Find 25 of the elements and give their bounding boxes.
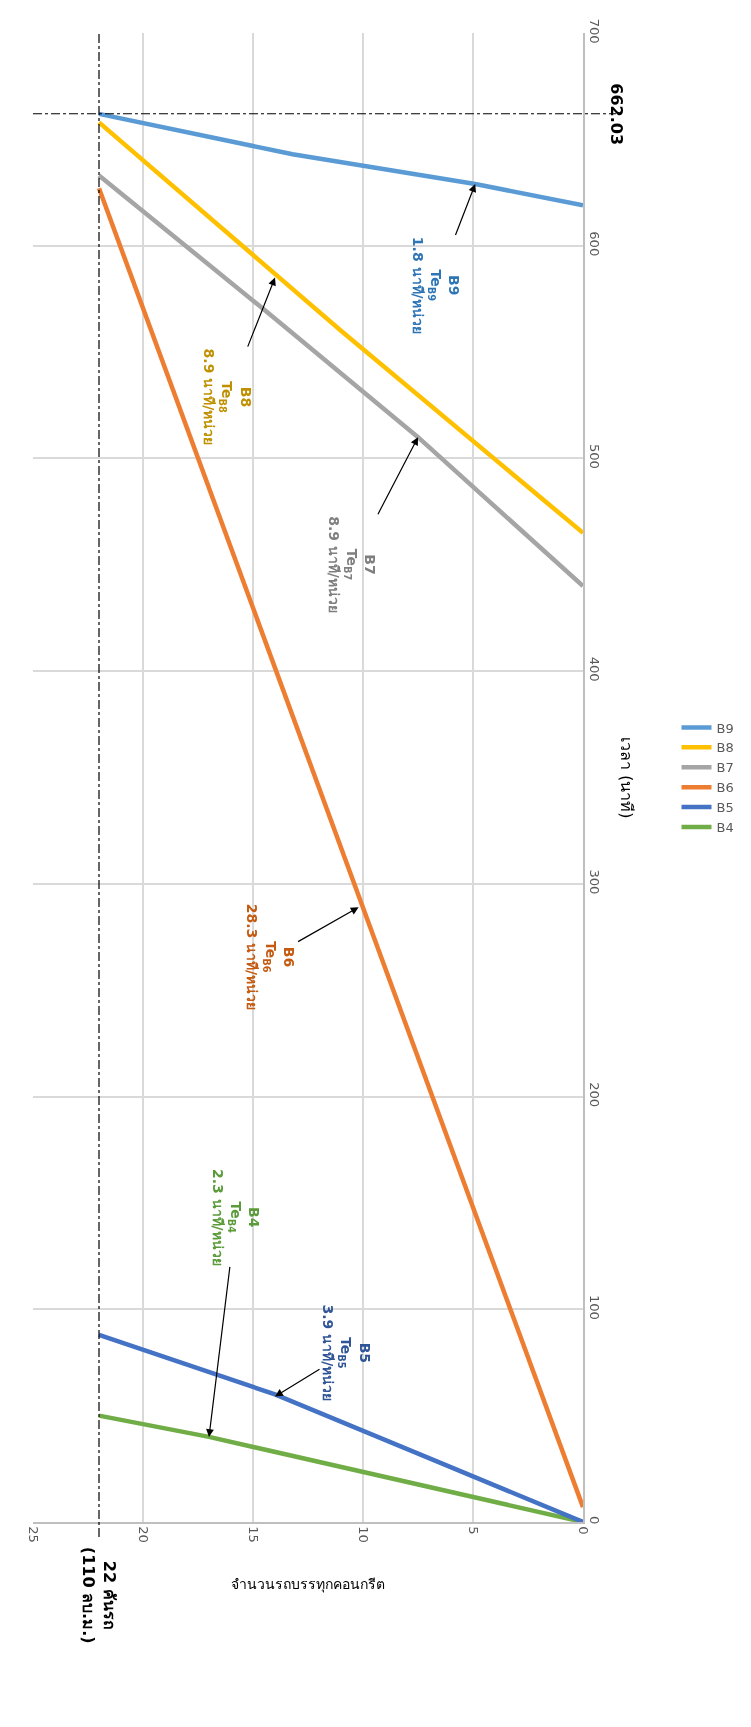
legend-label: B9	[716, 720, 734, 736]
line-series	[96, 111, 583, 208]
legend-label: B6	[716, 780, 734, 796]
y-tick-label: 400	[586, 656, 602, 682]
y-tick-label: 500	[586, 444, 602, 469]
x-tick-label: 5	[465, 1526, 481, 1535]
y-tick-label: 200	[586, 1082, 602, 1108]
y-tick-label: 700	[586, 18, 602, 44]
x-tick-label: 20	[135, 1526, 151, 1543]
x-tick-label: 15	[245, 1526, 261, 1543]
ref-line-label: 22 คันรถ (110 ลบ.ม.)	[79, 1546, 119, 1644]
x-tick-label: 25	[25, 1526, 41, 1543]
x-tick-label: 10	[355, 1526, 371, 1543]
y-tick-label: 100	[586, 1294, 602, 1320]
legend-label: B5	[716, 800, 734, 816]
y-tick-label: 0	[586, 1515, 602, 1525]
y-tick-label: 600	[586, 231, 602, 257]
legend-label: B7	[716, 760, 734, 776]
ref-line-label: 662.03	[607, 83, 627, 146]
x-axis-title: จำนวนรถบรรทุกคอนกรีต	[231, 1576, 385, 1593]
y-tick-label: 300	[586, 869, 602, 895]
y-axis-title: เวลา (นาที)	[617, 737, 636, 819]
x-tick-label: 0	[575, 1526, 591, 1535]
legend-label: B8	[716, 740, 734, 756]
legend-label: B4	[716, 820, 734, 836]
